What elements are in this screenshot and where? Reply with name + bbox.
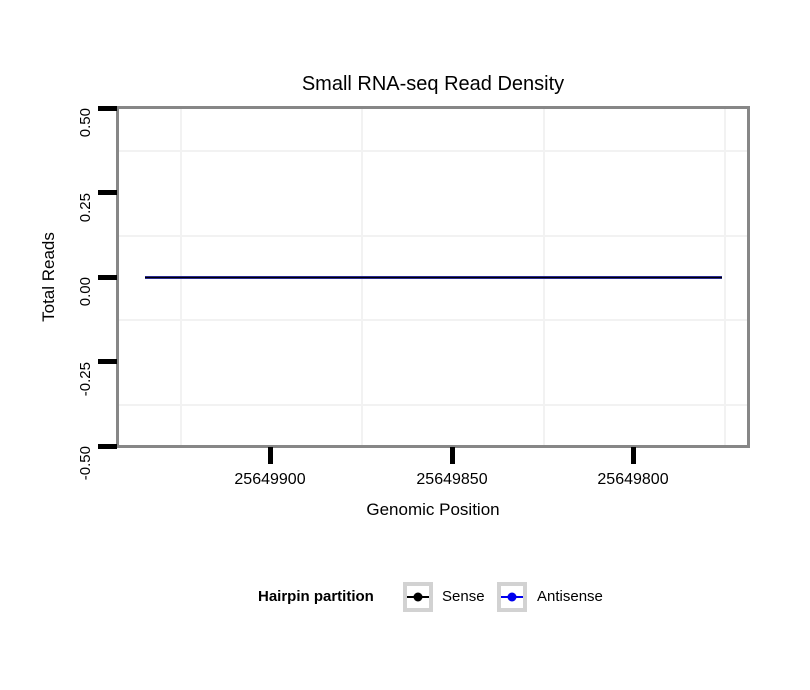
y-tick-mark	[98, 105, 117, 111]
minor-gridline-h	[119, 319, 747, 321]
minor-gridline-h	[119, 403, 747, 406]
antisense-point-icon	[507, 592, 517, 602]
legend-key-antisense	[497, 582, 527, 612]
y-tick-mark	[98, 190, 117, 195]
x-tick-label: 25649850	[416, 471, 488, 488]
sense-point-icon	[413, 592, 423, 602]
legend-label-sense: Sense	[442, 588, 485, 605]
y-tick-mark	[98, 443, 117, 449]
data-series-line-overlap	[145, 275, 722, 279]
chart-title: Small RNA-seq Read Density	[301, 73, 565, 95]
minor-gridline-v	[724, 109, 726, 445]
legend-label-antisense: Antisense	[537, 588, 603, 605]
y-axis-title: Total Reads	[39, 232, 58, 322]
y-tick-label: -0.50	[77, 446, 94, 481]
minor-gridline-h	[119, 150, 747, 152]
x-tick-mark	[630, 447, 636, 464]
legend: Hairpin partition Sense Antisense	[0, 582, 810, 612]
legend-title: Hairpin partition	[258, 588, 374, 605]
sense-line-icon	[407, 592, 429, 602]
y-tick-label: 0.50	[77, 108, 94, 138]
x-axis-title: Genomic Position	[366, 500, 500, 519]
y-tick-label: 0.00	[77, 277, 94, 307]
antisense-line-icon	[501, 592, 523, 602]
legend-key-sense	[403, 582, 433, 612]
y-tick-label: 0.25	[77, 192, 94, 222]
x-tick-mark	[449, 447, 455, 464]
y-tick-mark	[98, 359, 117, 364]
x-tick-label: 25649900	[234, 471, 306, 488]
minor-gridline-h	[119, 234, 747, 237]
x-tick-label: 25649800	[597, 471, 669, 488]
y-tick-label: -0.25	[77, 361, 94, 396]
x-tick-mark	[267, 447, 273, 464]
y-tick-mark	[98, 274, 117, 280]
sense-line-core	[145, 276, 722, 278]
